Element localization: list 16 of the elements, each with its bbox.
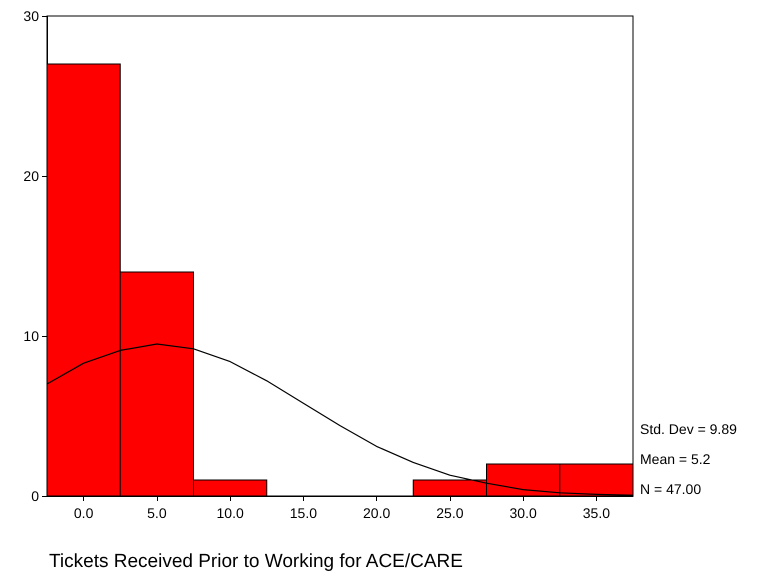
x-tick-label: 30.0 bbox=[510, 505, 537, 521]
x-axis-title: Tickets Received Prior to Working for ACE/CARE bbox=[49, 551, 463, 572]
y-tick-label: 0 bbox=[31, 488, 40, 504]
y-tick-label: 10 bbox=[23, 328, 40, 344]
x-tick-label: 0.0 bbox=[74, 505, 94, 521]
x-tick-label: 20.0 bbox=[363, 505, 390, 521]
x-tick-label: 15.0 bbox=[290, 505, 318, 521]
x-tick-label: 35.0 bbox=[582, 505, 610, 521]
x-tick-label: 25.0 bbox=[436, 505, 464, 521]
x-tick-label: 10.0 bbox=[216, 505, 244, 521]
x-tick-label: 5.0 bbox=[147, 505, 167, 521]
text: N = 47.00 bbox=[640, 481, 702, 497]
y-tick-label: 30 bbox=[23, 8, 40, 24]
text: Mean = 5.2 bbox=[640, 451, 711, 467]
y-tick-label: 20 bbox=[23, 168, 40, 184]
text: Std. Dev = 9.89 bbox=[640, 421, 738, 437]
